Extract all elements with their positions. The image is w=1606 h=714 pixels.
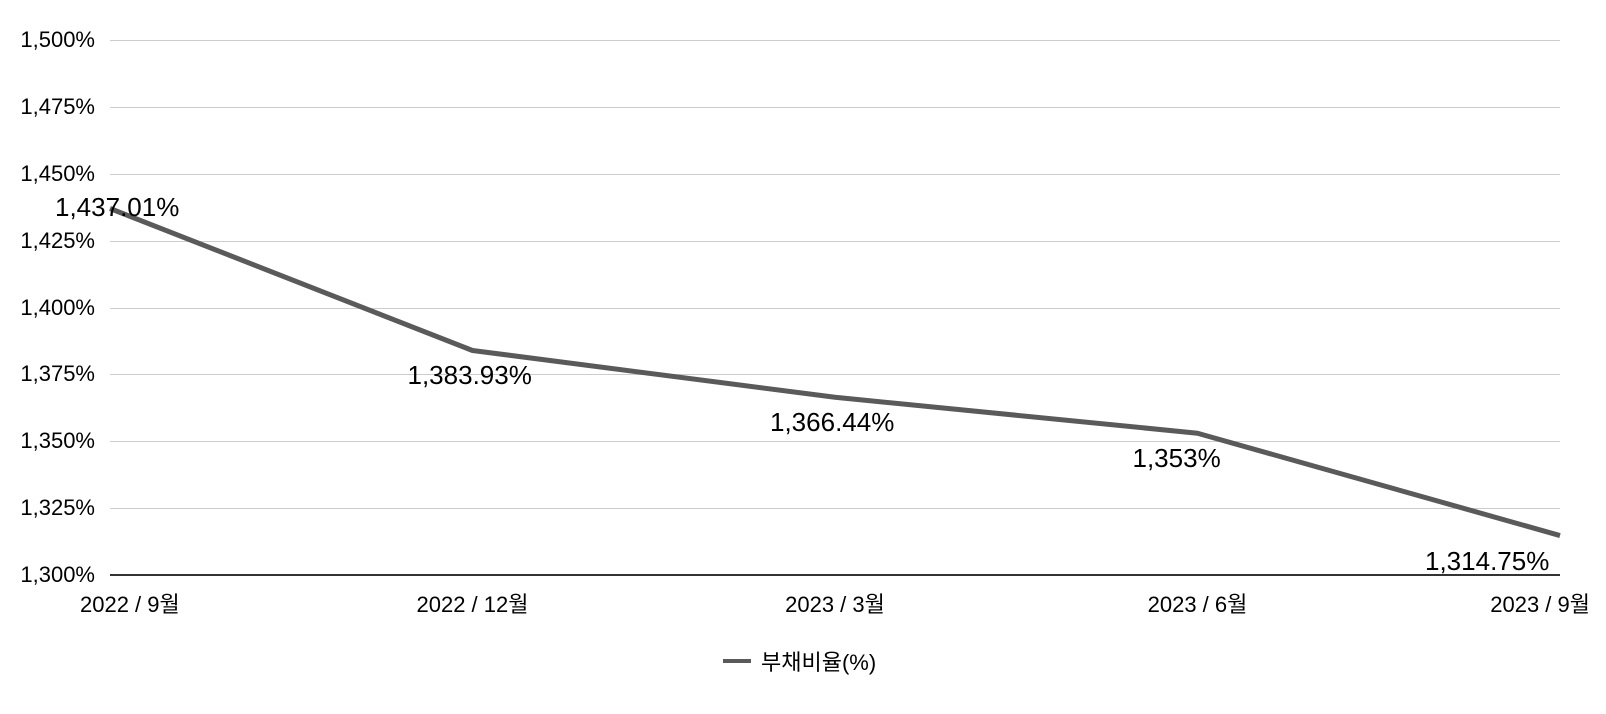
gridline xyxy=(110,174,1560,175)
gridline xyxy=(110,508,1560,509)
y-tick-label: 1,350% xyxy=(0,428,95,454)
x-tick-label: 2022 / 12월 xyxy=(373,587,573,619)
line-chart: 1,300% 1,325% 1,350% 1,375% 1,400% 1,425% 1,45… xyxy=(0,0,1606,714)
data-point-label: 1,437.01% xyxy=(55,192,179,223)
y-tick-label: 1,450% xyxy=(0,161,95,187)
y-tick-label: 1,300% xyxy=(0,562,95,588)
gridline xyxy=(110,40,1560,41)
data-point-label: 1,366.44% xyxy=(770,407,894,438)
y-tick-label: 1,400% xyxy=(0,295,95,321)
legend-dash-icon xyxy=(723,659,751,663)
gridline xyxy=(110,308,1560,309)
y-tick-label: 1,500% xyxy=(0,27,95,53)
x-tick-label: 2023 / 9월 xyxy=(1390,587,1590,619)
legend-label: 부채비율(%) xyxy=(761,645,876,677)
data-point-label: 1,314.75% xyxy=(1425,546,1549,577)
gridline xyxy=(110,241,1560,242)
data-point-label: 1,353% xyxy=(1133,443,1221,474)
x-tick-label: 2022 / 9월 xyxy=(80,587,280,619)
gridline xyxy=(110,441,1560,442)
gridline xyxy=(110,374,1560,375)
y-tick-label: 1,375% xyxy=(0,361,95,387)
gridline xyxy=(110,107,1560,108)
series-line xyxy=(110,208,1560,535)
x-axis-baseline xyxy=(110,574,1560,576)
x-tick-label: 2023 / 3월 xyxy=(735,587,935,619)
y-tick-label: 1,425% xyxy=(0,228,95,254)
y-tick-label: 1,325% xyxy=(0,495,95,521)
y-tick-label: 1,475% xyxy=(0,94,95,120)
x-tick-label: 2023 / 6월 xyxy=(1098,587,1298,619)
chart-legend: 부채비율(%) xyxy=(723,645,876,677)
data-point-label: 1,383.93% xyxy=(408,360,532,391)
